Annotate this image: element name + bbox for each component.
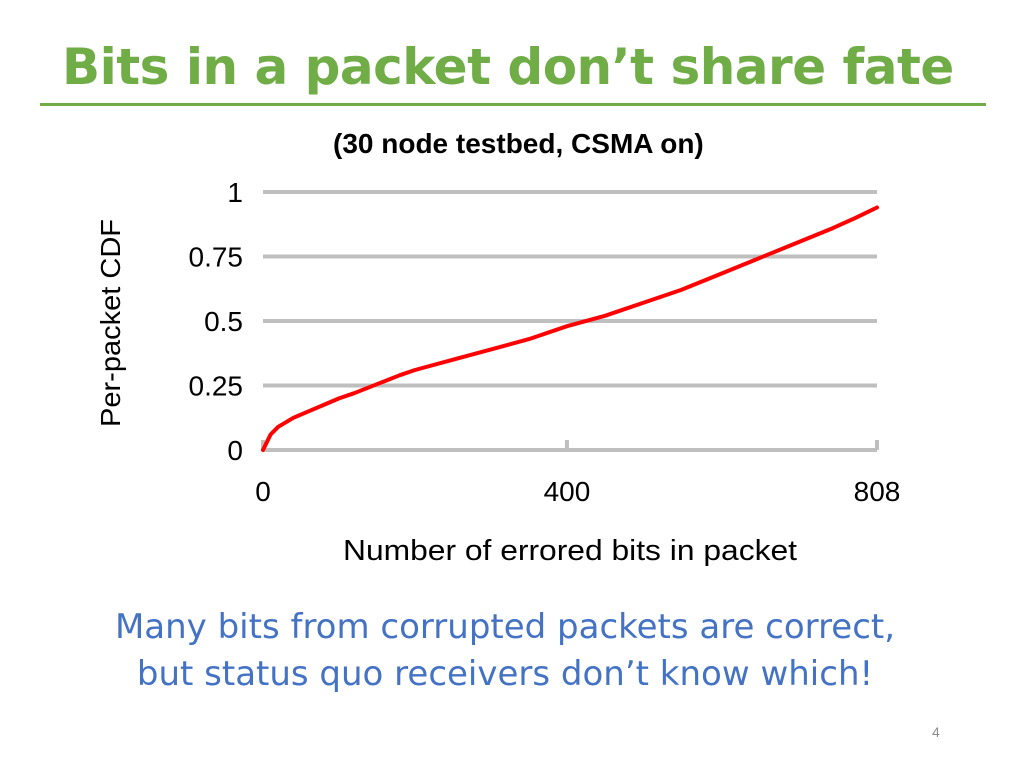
slide-caption: Many bits from corrupted packets are cor…: [0, 604, 1010, 698]
y-tick-labels: 0 0.25 0.5 0.75 1: [189, 177, 244, 466]
x-tick-labels: 0 400 808: [255, 476, 900, 507]
y-tick-label: 0.25: [189, 371, 244, 402]
caption-line-2: but status quo receivers don’t know whic…: [136, 654, 874, 694]
x-axis-label: Number of errored bits in packet: [343, 535, 797, 567]
cdf-chart: 0 0.25 0.5 0.75 1 0 400 808 Number of errored …: [95, 177, 900, 567]
caption-line-1: Many bits from corrupted packets are cor…: [114, 607, 896, 647]
page-number: 4: [932, 724, 940, 740]
slide-title: Bits in a packet don’t share fate: [62, 38, 954, 96]
x-tick-label: 0: [255, 476, 271, 507]
y-tick-label: 1: [227, 177, 243, 208]
series-line-cdf: [261, 205, 879, 452]
y-tick-label: 0.5: [204, 306, 243, 337]
y-tick-label: 0: [227, 435, 243, 466]
gridlines: [261, 190, 879, 452]
x-tick-label: 400: [544, 476, 591, 507]
y-axis-label: Per-packet CDF: [95, 219, 126, 427]
chart-title: (30 node testbed, CSMA on): [333, 128, 704, 159]
y-tick-label: 0.75: [189, 242, 244, 273]
x-tick-label: 808: [854, 476, 901, 507]
title-divider: [40, 103, 986, 106]
